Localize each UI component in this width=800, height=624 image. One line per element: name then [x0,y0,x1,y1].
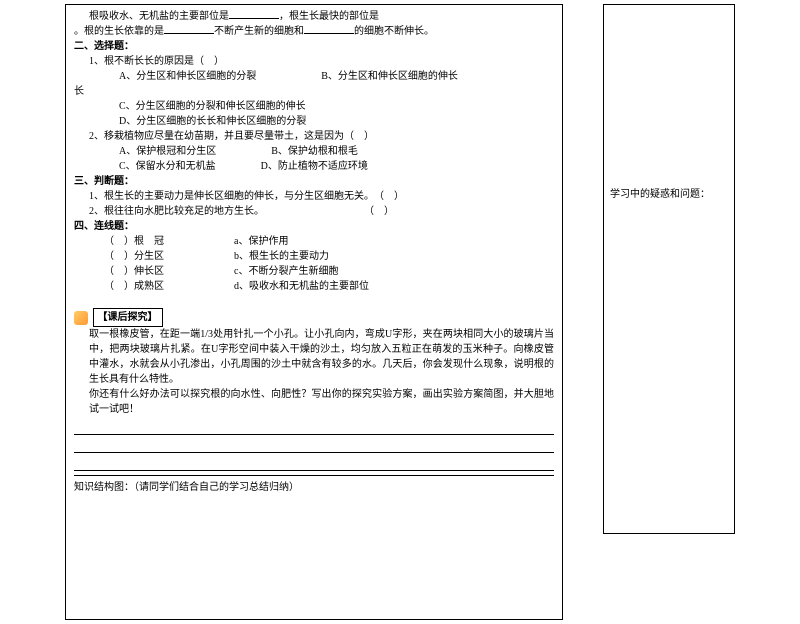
inquiry-para-2: 你还有什么好办法可以探究根的向水性、向肥性？写出你的探究实验方案，画出实验方案简… [74,387,554,417]
connect-row-1: （ ）根 冠 a、保护作用 [74,234,554,249]
blank-1[interactable] [229,9,279,19]
write-line-1[interactable] [74,425,554,435]
write-line-2[interactable] [74,443,554,453]
q2-2-opt-d[interactable]: D、防止植物不适应环境 [261,161,368,172]
connect-2-left[interactable]: （ ）分生区 [104,249,234,264]
connect-row-4: （ ）成熟区 d、吸收水和无机盐的主要部位 [74,279,554,294]
q2-1-row-1: A、分生区和伸长区细胞的分裂 B、分生区和伸长区细胞的伸长 [74,69,554,84]
inquiry-para-1: 取一根橡皮管，在距一端1/3处用针扎一个小孔。让小孔向内，弯成U字形，夹在两块相… [74,327,554,387]
q2-1: 1、根不断长长的原因是（ ） [74,54,554,69]
intro-fill-line: 根吸收水、无机盐的主要部位是 ，根生长最快的部位是 [74,9,554,24]
connect-3-right[interactable]: c、不断分裂产生新细胞 [234,264,338,279]
connect-1-left[interactable]: （ ）根 冠 [104,234,234,249]
write-line-3[interactable] [74,461,554,471]
intro-a: 根吸收水、无机盐的主要部位是 [89,11,229,22]
q3-1: 1、根生长的主要动力是伸长区细胞的伸长，与分生区细胞无关。 （ ） [74,189,554,204]
intro-d: 不断产生新的细胞和 [214,26,304,37]
intro-e: 的细胞不断伸长。 [354,26,434,37]
q2-1-row-1b: 长 [74,84,554,99]
q2-2-row-2: C、保留水分和无机盐 D、防止植物不适应环境 [74,159,554,174]
connect-2-right[interactable]: b、根生长的主要动力 [234,249,329,264]
right-note: 学习中的疑惑和问题： [610,185,710,200]
connect-1-right[interactable]: a、保护作用 [234,234,288,249]
q2-1-opt-a[interactable]: A、分生区和伸长区细胞的分裂 [119,71,256,82]
inquiry-heading: 【课后探究】 [93,308,163,327]
right-page: 学习中的疑惑和问题： [603,4,735,534]
divider [74,475,554,476]
q2-2: 2、移栽植物应尽量在幼苗期，并且要尽量带土，这是因为（ ） [74,129,554,144]
left-page: 根吸收水、无机盐的主要部位是 ，根生长最快的部位是 。根的生长依靠的是 不断产生新的… [65,4,563,620]
intro-fill-line-2: 。根的生长依靠的是 不断产生新的细胞和 的细胞不断伸长。 [74,24,554,39]
q3-2: 2、根往往向水肥比较充足的地方生长。 （ ） [74,204,554,219]
connect-4-left[interactable]: （ ）成熟区 [104,279,234,294]
connect-row-3: （ ）伸长区 c、不断分裂产生新细胞 [74,264,554,279]
q2-1-opt-c[interactable]: C、分生区细胞的分裂和伸长区细胞的伸长 [74,99,554,114]
star-icon [74,311,88,325]
structure-caption: 知识结构图：（请同学们结合自己的学习总结归纳） [74,480,554,495]
q2-2-opt-b[interactable]: B、保护幼根和根毛 [271,146,358,157]
write-lines [74,425,554,471]
connect-row-2: （ ）分生区 b、根生长的主要动力 [74,249,554,264]
blank-3[interactable] [304,24,354,34]
inquiry-heading-row: 【课后探究】 [74,308,554,327]
intro-b: ，根生长最快的部位是 [279,11,379,22]
section-4-head: 四、连线题： [74,219,554,234]
page-container: 根吸收水、无机盐的主要部位是 ，根生长最快的部位是 。根的生长依靠的是 不断产生新的… [0,0,800,624]
intro-c: 。根的生长依靠的是 [74,26,164,37]
section-3-head: 三、判断题： [74,174,554,189]
connect-4-right[interactable]: d、吸收水和无机盐的主要部位 [234,279,369,294]
q2-1-opt-d[interactable]: D、分生区细胞的长长和伸长区细胞的分裂 [74,114,554,129]
q2-2-row-1: A、保护根冠和分生区 B、保护幼根和根毛 [74,144,554,159]
q2-2-opt-a[interactable]: A、保护根冠和分生区 [119,146,216,157]
structure-space [74,495,554,615]
q2-2-opt-c[interactable]: C、保留水分和无机盐 [119,161,216,172]
section-2-head: 二、选择题： [74,39,554,54]
blank-2[interactable] [164,24,214,34]
connect-3-left[interactable]: （ ）伸长区 [104,264,234,279]
q2-1-opt-b[interactable]: B、分生区和伸长区细胞的伸长 [321,71,458,82]
